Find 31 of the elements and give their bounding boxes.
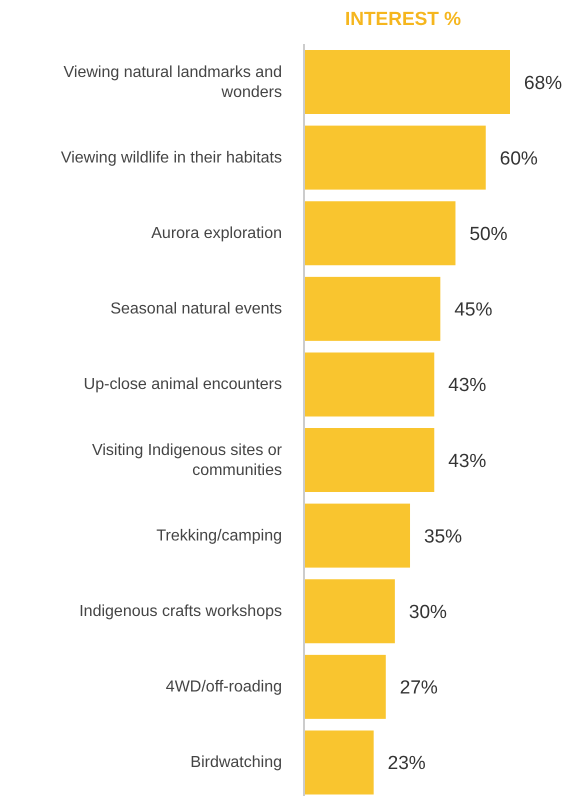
data-label: 43%: [448, 450, 486, 472]
y-tick-label: Viewing wildlife in their habitats: [60, 148, 282, 166]
y-tick-label: Trekking/camping: [156, 526, 282, 544]
data-label: 35%: [424, 526, 462, 548]
data-label: 23%: [388, 753, 426, 774]
bar: [304, 579, 395, 644]
data-label: 27%: [400, 678, 438, 699]
bar: [304, 276, 440, 341]
y-tick-label: 4WD/off-roading: [166, 678, 282, 696]
data-label: 45%: [454, 300, 492, 321]
y-tick-label: Viewing natural landmarks and wonders: [64, 63, 282, 100]
bar: [304, 201, 456, 266]
data-label: 43%: [448, 375, 486, 396]
bar: [304, 126, 486, 190]
data-label: 30%: [408, 602, 448, 623]
bar: [304, 730, 374, 794]
chart-title: INTEREST %: [344, 8, 462, 32]
bar: [304, 654, 386, 719]
bar: [304, 428, 434, 492]
y-tick-label: Up-close animal encounters: [84, 376, 282, 393]
y-tick-label: Indigenous crafts workshops: [79, 602, 282, 620]
bar: [304, 50, 510, 114]
y-tick-label: Visiting Indigenous sites or communities: [92, 441, 283, 478]
data-label: 60%: [500, 148, 538, 170]
bar: [304, 352, 434, 416]
data-label: 68%: [524, 72, 562, 94]
y-tick-label: Birdwatching: [190, 754, 282, 771]
data-label: 50%: [469, 224, 508, 245]
y-tick-label: Seasonal natural events: [110, 300, 282, 318]
bar: [304, 504, 410, 568]
y-tick-label: Aurora exploration: [151, 224, 282, 242]
